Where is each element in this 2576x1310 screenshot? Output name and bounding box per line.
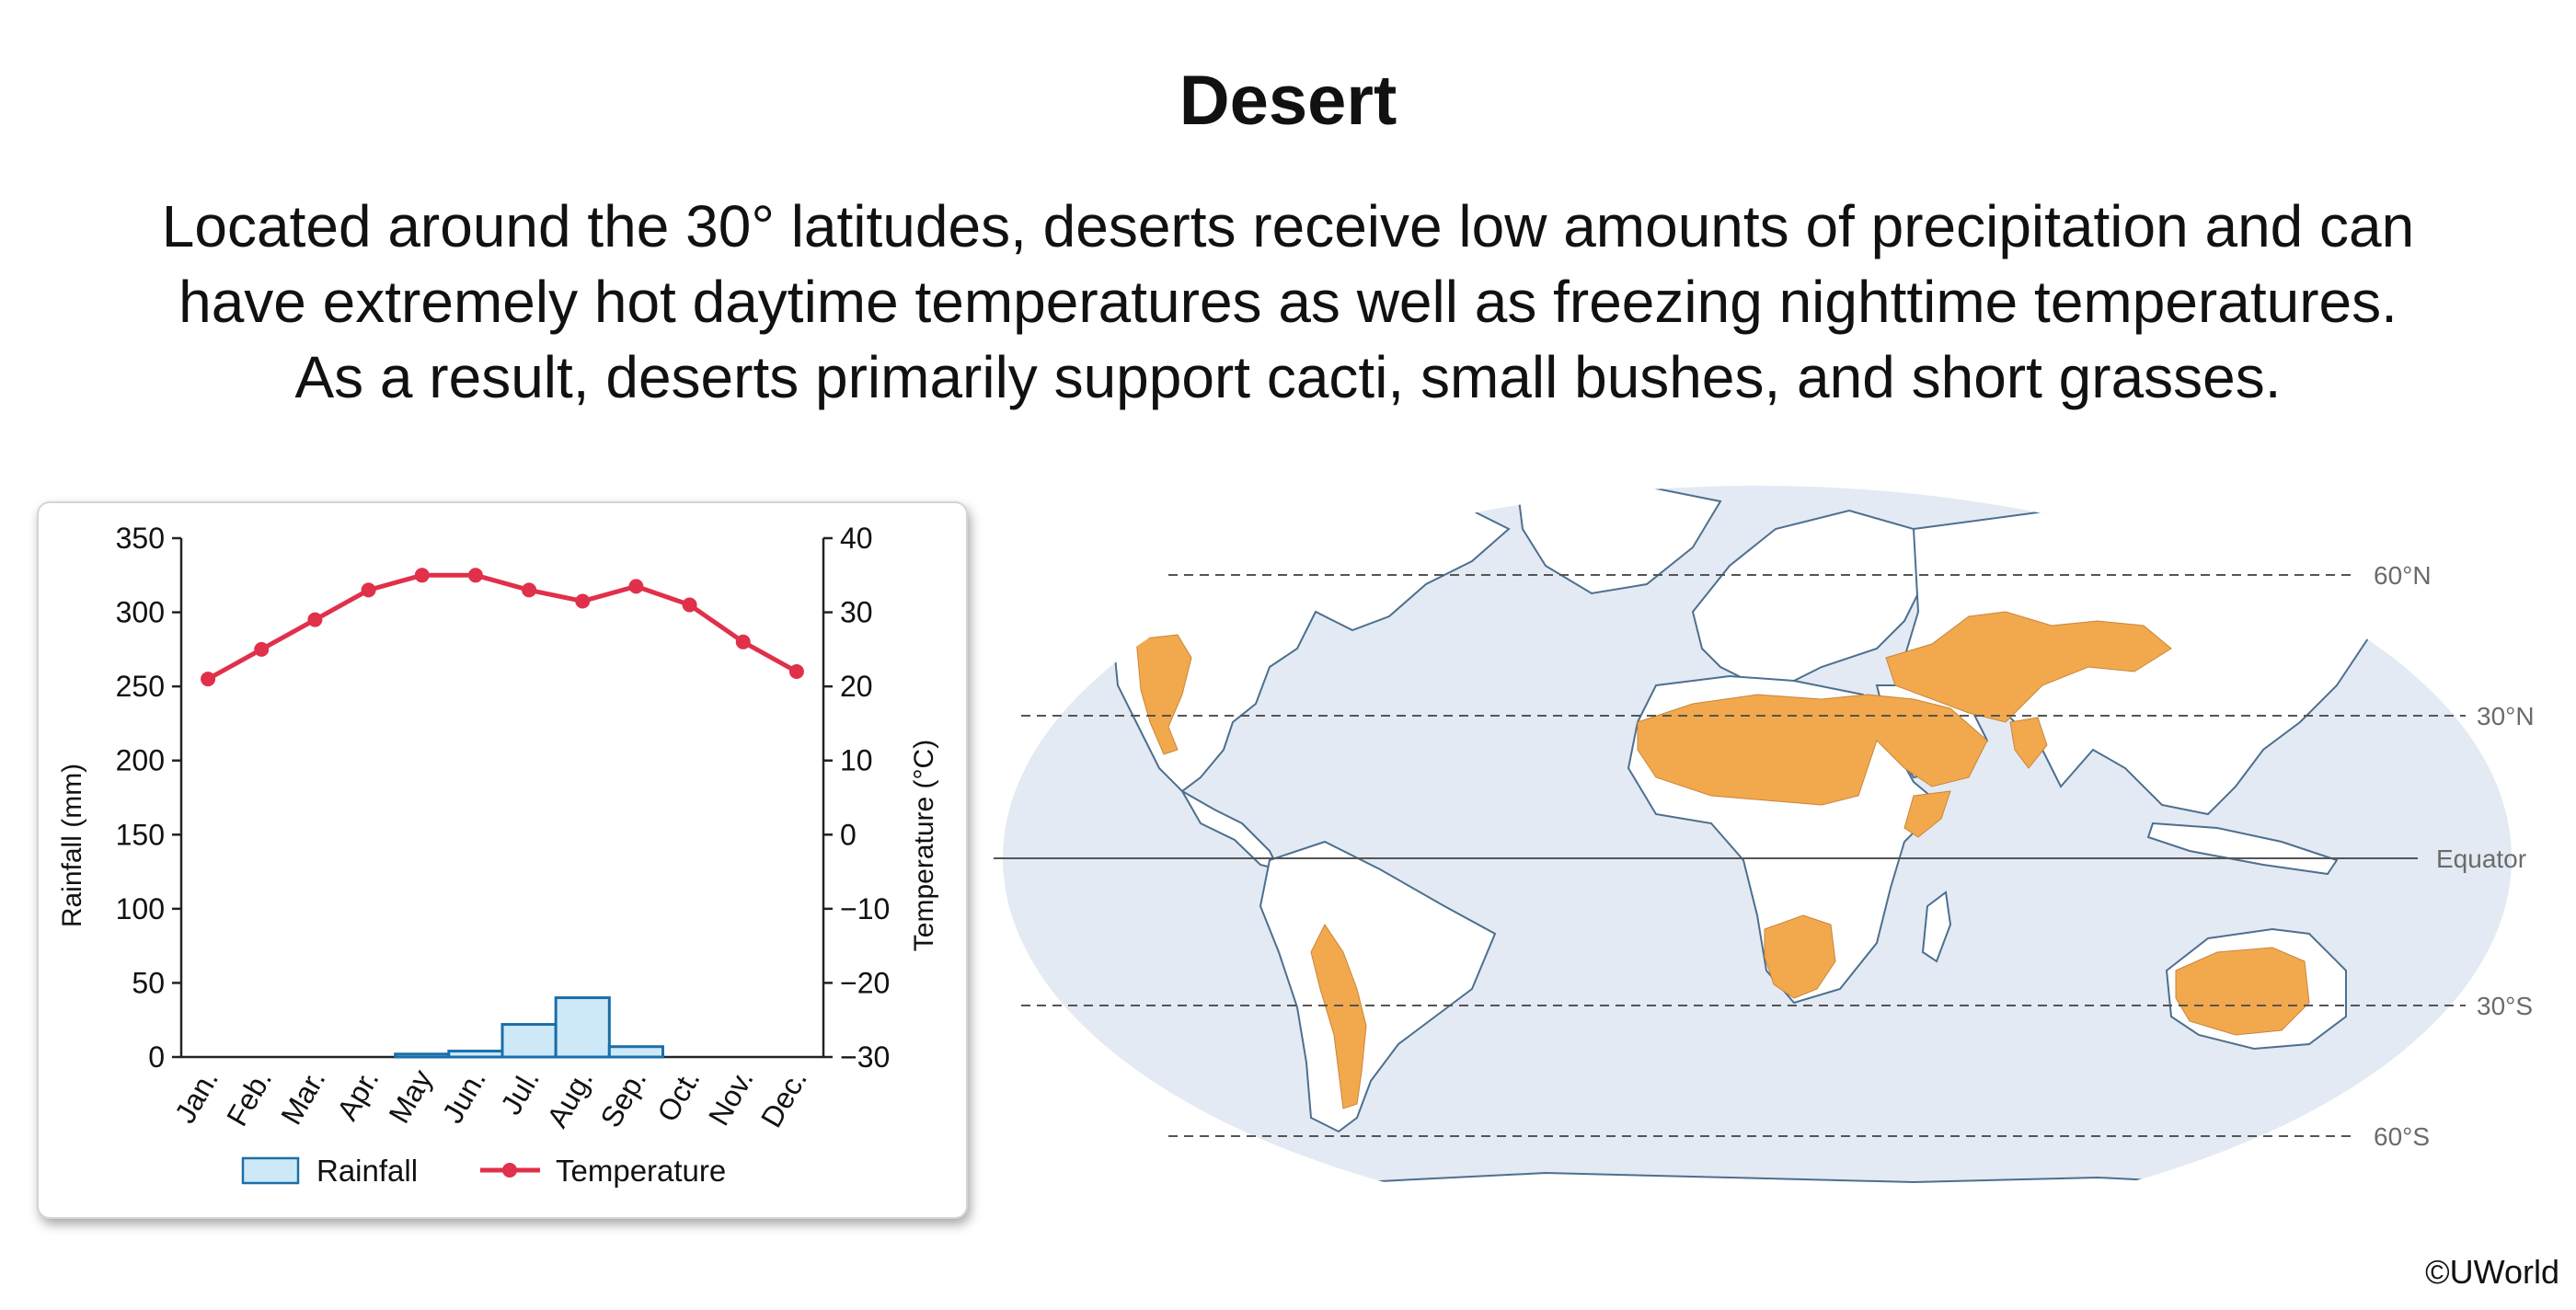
- climate-chart: 0 50 100 150 200 250 300 350 −30 −20 −10 0 10 20 30 40 J…: [39, 503, 966, 1217]
- temperature-point: [575, 593, 590, 608]
- temperature-point: [522, 582, 536, 597]
- legend-rainfall-swatch: [243, 1158, 298, 1183]
- temperature-point: [415, 568, 430, 582]
- x-tick-label: Apr.: [330, 1064, 385, 1126]
- y-tick-label: 50: [132, 966, 165, 999]
- temperature-point: [736, 635, 751, 649]
- x-tick-label: Dec.: [754, 1064, 813, 1133]
- y2-tick-label: −20: [840, 966, 890, 999]
- y-tick-label: 250: [116, 670, 165, 703]
- antarctica: [994, 1173, 2558, 1233]
- x-tick-label: Mar.: [274, 1064, 331, 1131]
- y-axis-label: Rainfall (mm): [57, 764, 87, 927]
- temperature-point: [201, 672, 215, 686]
- rainfall-bar: [502, 1025, 556, 1057]
- legend-temperature-label: Temperature: [556, 1154, 726, 1188]
- rainfall-bars: [396, 998, 663, 1057]
- description-line: Located around the 30° latitudes, desert…: [55, 189, 2521, 264]
- x-tick-label: May: [382, 1064, 438, 1129]
- x-tick-label: Feb.: [220, 1064, 278, 1132]
- equator-label: Equator: [2436, 845, 2526, 873]
- y-tick-label: 200: [116, 744, 165, 777]
- page-title: Desert: [0, 61, 2576, 141]
- description-line: have extremely hot daytime temperatures …: [55, 264, 2521, 339]
- x-tick-label: Nov.: [702, 1064, 760, 1132]
- temperature-point: [254, 642, 269, 657]
- lat-60n-label: 60°N: [2374, 561, 2432, 590]
- x-tick-label: Oct.: [650, 1064, 707, 1128]
- chart-legend: Rainfall Temperature: [243, 1154, 726, 1188]
- description: Located around the 30° latitudes, desert…: [55, 189, 2521, 415]
- temperature-point: [362, 582, 376, 597]
- chart-axes: [181, 538, 823, 1057]
- y2-axis-label: Temperature (°C): [909, 740, 939, 951]
- rainfall-bar: [556, 998, 609, 1057]
- legend-rainfall-label: Rainfall: [316, 1154, 418, 1188]
- y-tick-label: 350: [116, 522, 165, 555]
- lat-30s-label: 30°S: [2477, 992, 2533, 1020]
- temperature-series-line: [208, 575, 797, 679]
- climate-chart-card: 0 50 100 150 200 250 300 350 −30 −20 −10 0 10 20 30 40 J…: [37, 501, 968, 1219]
- temperature-point: [683, 598, 697, 613]
- temperature-point: [307, 613, 322, 627]
- temperature-point: [789, 664, 804, 679]
- rainfall-bar: [396, 1054, 449, 1057]
- lat-60s-label: 60°S: [2374, 1122, 2430, 1151]
- copyright-notice: ©UWorld: [2425, 1253, 2559, 1292]
- rainfall-bar: [449, 1051, 502, 1057]
- x-tick-label: Jan.: [168, 1064, 224, 1129]
- y2-tick-label: −30: [840, 1040, 890, 1074]
- y2-tick-label: 20: [840, 670, 873, 703]
- y-tick-label: 300: [116, 596, 165, 629]
- y2-tick-label: −10: [840, 892, 890, 925]
- lat-30n-label: 30°N: [2477, 702, 2535, 730]
- y-tick-label: 150: [116, 818, 165, 851]
- y-tick-label: 100: [116, 892, 165, 925]
- x-tick-label: Jun.: [436, 1064, 492, 1129]
- world-map: 60°N 30°N Equator 30°S 60°S: [994, 474, 2558, 1233]
- temperature-line: [201, 568, 804, 686]
- description-line: As a result, deserts primarily support c…: [55, 339, 2521, 415]
- x-tick-label: Aug.: [540, 1064, 599, 1133]
- rainfall-bar: [609, 1047, 662, 1057]
- y2-tick-label: 10: [840, 744, 873, 777]
- y2-tick-label: 30: [840, 596, 873, 629]
- x-tick-label: Jul.: [494, 1064, 546, 1120]
- temperature-point: [468, 568, 483, 582]
- y2-tick-label: 40: [840, 522, 873, 555]
- y-tick-label: 0: [148, 1040, 165, 1074]
- y2-tick-label: 0: [840, 818, 857, 851]
- x-tick-label: Sep.: [593, 1064, 652, 1133]
- temperature-point: [628, 579, 643, 593]
- legend-temperature-marker: [502, 1163, 517, 1178]
